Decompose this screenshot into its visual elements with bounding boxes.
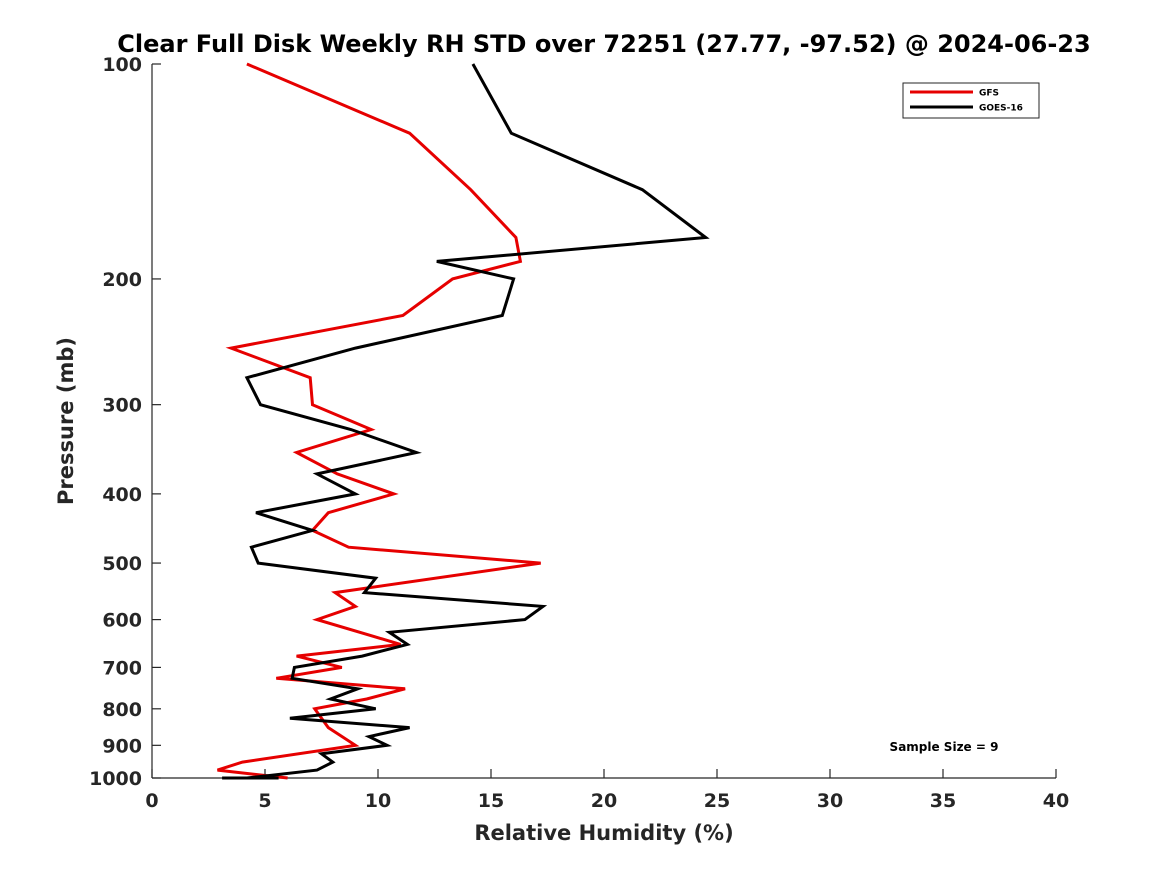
x-tick-label: 30 xyxy=(817,790,843,812)
axes: 0 5 10 15 20 25 30 35 40 100 200 300 400 500 600 700 800… xyxy=(89,54,1069,812)
y-axis-label: Pressure (mb) xyxy=(54,337,78,505)
y-tick-label: 700 xyxy=(102,657,142,679)
y-tick-label: 900 xyxy=(102,735,142,757)
x-tick-label: 5 xyxy=(258,790,271,812)
series-layer xyxy=(217,62,710,780)
legend: GFS GOES-16 xyxy=(902,82,1040,119)
sample-size-annotation: Sample Size = 9 xyxy=(890,740,999,754)
chart-title: Clear Full Disk Weekly RH STD over 72251… xyxy=(117,30,1090,58)
y-tick-label: 600 xyxy=(102,610,142,632)
x-tick-label: 25 xyxy=(704,790,730,812)
y-tick-label: 300 xyxy=(102,395,142,417)
series-line-goes-16 xyxy=(222,63,710,780)
x-tick-label: 40 xyxy=(1043,790,1069,812)
y-tick-label: 1000 xyxy=(89,768,142,790)
y-tick-label: 400 xyxy=(102,484,142,506)
legend-label: GFS xyxy=(979,89,999,99)
legend-box xyxy=(902,82,1040,119)
y-tick-label: 500 xyxy=(102,553,142,575)
x-axis-label: Relative Humidity (%) xyxy=(474,821,733,845)
x-tick-label: 35 xyxy=(930,790,956,812)
y-tick-label: 100 xyxy=(102,54,142,76)
x-tick-label: 15 xyxy=(478,790,504,812)
y-tick-label: 200 xyxy=(102,269,142,291)
x-tick-label: 20 xyxy=(591,790,617,812)
series-line-gfs xyxy=(217,62,541,780)
x-tick-label: 10 xyxy=(365,790,391,812)
legend-label: GOES-16 xyxy=(979,104,1023,114)
y-tick-label: 800 xyxy=(102,699,142,721)
x-tick-label: 0 xyxy=(145,790,158,812)
